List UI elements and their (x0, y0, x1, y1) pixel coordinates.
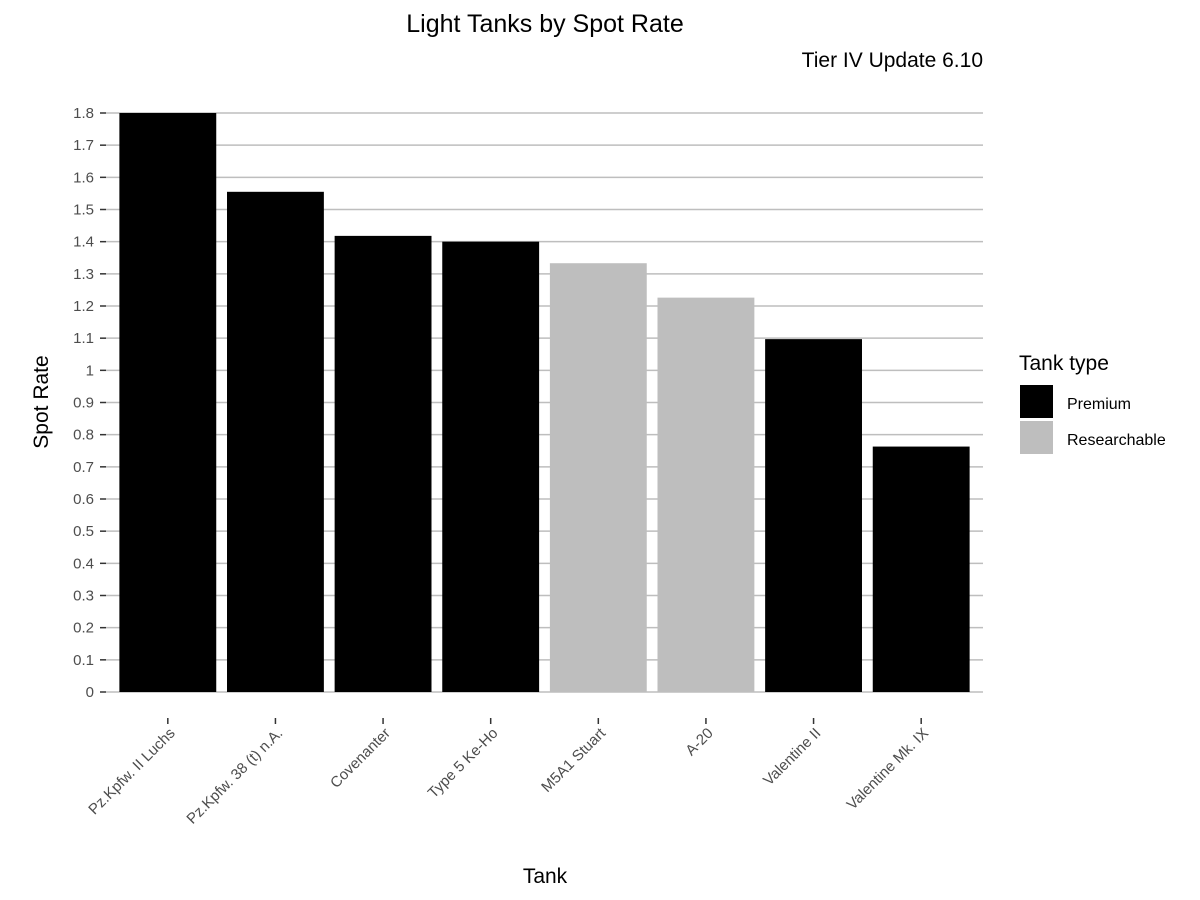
x-tick-label: A-20 (682, 725, 716, 759)
y-tick-label: 1.5 (73, 202, 94, 219)
x-axis-ticks: Pz.Kpfw. II Luchs Pz.Kpfw. 38 (t) n.A. Cov… (85, 718, 932, 828)
legend-title: Tank type (1019, 352, 1109, 375)
y-tick-label: 1.1 (73, 330, 94, 347)
y-axis-title: Spot Rate (30, 355, 53, 448)
legend-label: Researchable (1067, 432, 1166, 449)
legend-swatch (1020, 385, 1053, 418)
y-tick-label: 0.6 (73, 491, 94, 508)
y-axis-ticks: 0 0.1 0.2 0.3 0.4 0.5 0.6 0.7 0.8 0.9 1 1.1 1.2 1.3 1.… (73, 105, 106, 701)
x-tick-label: Type 5 Ke-Ho (425, 725, 502, 802)
y-tick-label: 0.3 (73, 588, 94, 605)
bar (765, 339, 862, 692)
bars (119, 113, 970, 693)
x-tick-label: M5A1 Stuart (538, 724, 610, 796)
bar (657, 297, 755, 692)
x-tick-label: Pz.Kpfw. II Luchs (85, 725, 178, 818)
y-tick-label: 1.3 (73, 266, 94, 283)
x-tick-label: Valentine Mk. IX (844, 725, 932, 813)
y-tick-label: 1.6 (73, 169, 94, 186)
legend-label: Premium (1067, 396, 1131, 413)
y-tick-label: 1.7 (73, 137, 94, 154)
x-tick-label: Covenanter (327, 725, 394, 792)
bar (549, 263, 647, 692)
y-tick-label: 0 (86, 684, 94, 701)
y-tick-label: 1.8 (73, 105, 94, 122)
y-tick-label: 0.2 (73, 620, 94, 637)
y-tick-label: 1.2 (73, 298, 94, 315)
chart-subtitle: Tier IV Update 6.10 (802, 49, 983, 72)
bar (119, 113, 217, 692)
y-tick-label: 0.5 (73, 523, 94, 540)
y-tick-label: 0.7 (73, 459, 94, 476)
x-tick-label: Valentine II (760, 725, 824, 789)
bar (442, 241, 540, 692)
y-tick-label: 0.1 (73, 652, 94, 669)
y-tick-label: 1.4 (73, 234, 94, 251)
bar (872, 446, 970, 692)
legend: Tank type Premium Researchable (1019, 352, 1166, 454)
y-tick-label: 0.4 (73, 555, 94, 572)
x-tick-label: Pz.Kpfw. 38 (t) n.A. (183, 725, 286, 828)
y-tick-label: 1 (86, 362, 94, 379)
x-axis-title: Tank (523, 865, 568, 888)
legend-swatch (1020, 421, 1053, 454)
bar (227, 191, 324, 692)
y-tick-label: 0.9 (73, 395, 94, 412)
y-tick-label: 0.8 (73, 427, 94, 444)
bar (334, 235, 432, 693)
chart-title: Light Tanks by Spot Rate (406, 10, 684, 38)
